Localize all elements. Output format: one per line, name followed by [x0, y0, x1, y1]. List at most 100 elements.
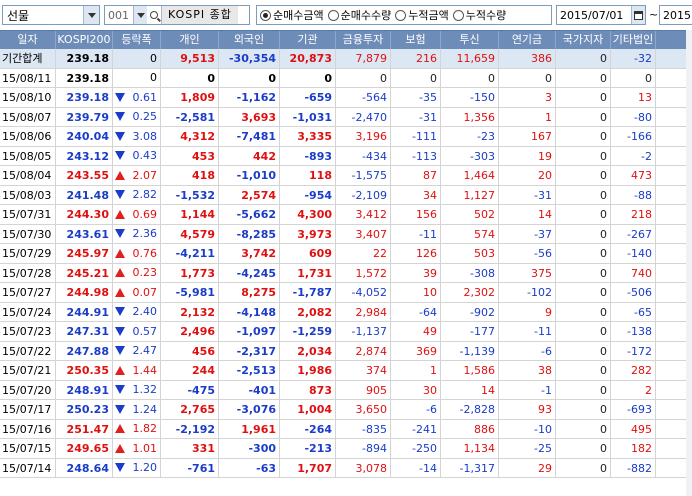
individual-cell: 453: [161, 146, 219, 165]
kospi200-cell: 245.21: [56, 263, 113, 282]
column-header[interactable]: 기타법인: [611, 31, 656, 49]
foreign-cell: -2,317: [219, 341, 280, 360]
individual-cell: 1,809: [161, 88, 219, 107]
market-select[interactable]: 선물: [2, 5, 100, 25]
government-cell: 0: [556, 458, 611, 477]
radio-circle-icon[interactable]: [452, 9, 464, 21]
financial-investment-cell: 3,407: [336, 224, 391, 243]
radio-option[interactable]: 누적수량: [452, 7, 506, 23]
table-row[interactable]: 15/07/30 243.61 2.36 4,579 -8,285 3,973 3,407-…: [0, 224, 692, 244]
radio-circle-icon[interactable]: [395, 9, 407, 21]
foreign-cell: 2,574: [219, 185, 280, 204]
table-row[interactable]: 15/08/10 239.18 0.61 1,809 -1,162 -659 -564 -35…: [0, 88, 692, 108]
table-row[interactable]: 15/08/06 240.04 3.08 4,312 -7,481 3,335 3,196-…: [0, 127, 692, 147]
radio-circle-icon[interactable]: [260, 9, 271, 21]
kospi200-cell: 239.18: [56, 68, 113, 87]
down-triangle-icon: [115, 463, 125, 473]
radio-option[interactable]: 순매수수량: [327, 7, 391, 23]
column-header[interactable]: 연기금: [499, 31, 556, 49]
pension-fund-cell: 1: [499, 107, 556, 126]
code-dropdown-icon[interactable]: [133, 6, 147, 24]
table-row[interactable]: 15/07/22 247.88 2.47 456 -2,317 2,034 2,874 369…: [0, 341, 692, 361]
insurance-cell: 39: [391, 263, 441, 282]
total-row[interactable]: 기간합계 239.18 0 9,513 -30,354 20,873 7,879 216 11,…: [0, 49, 692, 69]
radio-option[interactable]: 순매수금액: [260, 7, 324, 23]
table-row[interactable]: 15/07/17 250.23 1.24 2,765 -3,076 1,004 3,650-…: [0, 400, 692, 420]
financial-investment-cell: 3,650: [336, 400, 391, 419]
up-triangle-icon: [115, 170, 125, 180]
table-row[interactable]: 15/07/28 245.21 0.23 1,773 -4,245 1,731 1,572 3…: [0, 263, 692, 283]
down-triangle-icon: [115, 385, 125, 395]
radio-circle-icon[interactable]: [327, 9, 339, 21]
government-cell: 0: [556, 419, 611, 438]
column-header[interactable]: 투신: [441, 31, 499, 49]
foreign-cell: 1,961: [219, 419, 280, 438]
table-row[interactable]: 15/07/27 244.98 0.07 -5,981 8,275 -1,787 -4,05…: [0, 283, 692, 303]
table-row[interactable]: 15/07/23 247.31 0.57 2,496 -1,097 -1,259 -1,13…: [0, 322, 692, 342]
change-cell: 0.43: [113, 146, 161, 165]
table-row[interactable]: 15/07/14 248.64 1.20 -761 -63 1,707 3,078 -14 -1…: [0, 458, 692, 478]
institution-cell: -1,259: [280, 322, 336, 341]
radio-option[interactable]: 누적금액: [395, 7, 449, 23]
column-header[interactable]: 금융투자: [336, 31, 391, 49]
date-to-value[interactable]: 2015: [663, 8, 691, 22]
column-header[interactable]: 등락폭: [113, 31, 161, 49]
foreign-cell: -401: [219, 380, 280, 399]
date-cell: 15/07/15: [0, 439, 56, 458]
column-header[interactable]: 국가지자: [556, 31, 611, 49]
table-row[interactable]: 15/07/31 244.30 0.69 1,144 -5,662 4,300 3,412 1…: [0, 205, 692, 225]
table-row[interactable]: 15/08/11 239.18 0 0 0 0 0 0 0 0 0 0: [0, 68, 692, 88]
table-row[interactable]: 15/07/16 251.47 1.82 -2,192 1,961 -264 -835 -24…: [0, 419, 692, 439]
change-cell: 1.32: [113, 380, 161, 399]
financial-investment-cell: 3,078: [336, 458, 391, 477]
kospi200-cell: 250.23: [56, 400, 113, 419]
institution-cell: -954: [280, 185, 336, 204]
table-row[interactable]: 15/07/21 250.35 1.44 244 -2,513 1,986 374 1 1,58…: [0, 361, 692, 381]
date-to-input[interactable]: 2015: [659, 5, 692, 25]
other-corp-cell: -138: [611, 322, 656, 341]
code-input[interactable]: 001 KOSPI 종합: [104, 5, 250, 25]
code-name-label: KOSPI 종합: [161, 6, 238, 24]
column-header[interactable]: 기관: [280, 31, 336, 49]
chevron-down-icon[interactable]: [83, 6, 99, 24]
date-cell: 15/07/22: [0, 341, 56, 360]
individual-cell: -761: [161, 458, 219, 477]
government-cell: 0: [556, 322, 611, 341]
column-header[interactable]: 개인: [161, 31, 219, 49]
kospi200-cell: 239.18: [56, 88, 113, 107]
table-row[interactable]: 15/07/24 244.91 2.40 2,132 -4,148 2,082 2,984-…: [0, 302, 692, 322]
pension-fund-cell: 9: [499, 302, 556, 321]
column-header[interactable]: KOSPI200: [56, 31, 113, 49]
vertical-scrollbar[interactable]: [686, 30, 692, 496]
column-header[interactable]: 일자: [0, 31, 56, 49]
government-cell: 0: [556, 68, 611, 87]
date-from-input[interactable]: 2015/07/01: [556, 5, 646, 25]
financial-investment-cell: 7,879: [336, 49, 391, 68]
date-cell: 15/07/20: [0, 380, 56, 399]
date-cell: 15/07/28: [0, 263, 56, 282]
table-row[interactable]: 15/07/20 248.91 1.32 -475 -401 873 905 30 14 -1 0 2: [0, 380, 692, 400]
foreign-cell: -63: [219, 458, 280, 477]
foreign-cell: -30,354: [219, 49, 280, 68]
insurance-cell: -241: [391, 419, 441, 438]
change-value: 1.24: [132, 402, 158, 416]
investment-trust-cell: 11,659: [441, 49, 499, 68]
investment-trust-cell: 1,356: [441, 107, 499, 126]
search-icon[interactable]: [147, 6, 161, 24]
column-header[interactable]: 보험: [391, 31, 441, 49]
kospi200-cell: 244.91: [56, 302, 113, 321]
date-from-value[interactable]: 2015/07/01: [560, 8, 624, 22]
individual-cell: 4,579: [161, 224, 219, 243]
table-row[interactable]: 15/07/15 249.65 1.01 331 -300 -213 -894 -250 1,1…: [0, 439, 692, 459]
table-row[interactable]: 15/08/07 239.79 0.25 -2,581 3,693 -1,031 -2,47…: [0, 107, 692, 127]
table-row[interactable]: 15/07/29 245.97 0.76 -4,211 3,742 609 22 126 503…: [0, 244, 692, 264]
foreign-cell: 3,693: [219, 107, 280, 126]
column-header[interactable]: 외국인: [219, 31, 280, 49]
change-value: 0: [150, 51, 157, 65]
table-row[interactable]: 15/08/03 241.48 2.82 -1,532 2,574 -954 -2,109 3…: [0, 185, 692, 205]
code-value[interactable]: 001: [108, 8, 129, 22]
government-cell: 0: [556, 283, 611, 302]
table-row[interactable]: 15/08/04 243.55 2.07 418 -1,010 118 -1,575 87 1,…: [0, 166, 692, 186]
table-row[interactable]: 15/08/05 243.12 0.43 453 442 -893 -434 -113 -303…: [0, 146, 692, 166]
calendar-icon[interactable]: [631, 6, 645, 24]
